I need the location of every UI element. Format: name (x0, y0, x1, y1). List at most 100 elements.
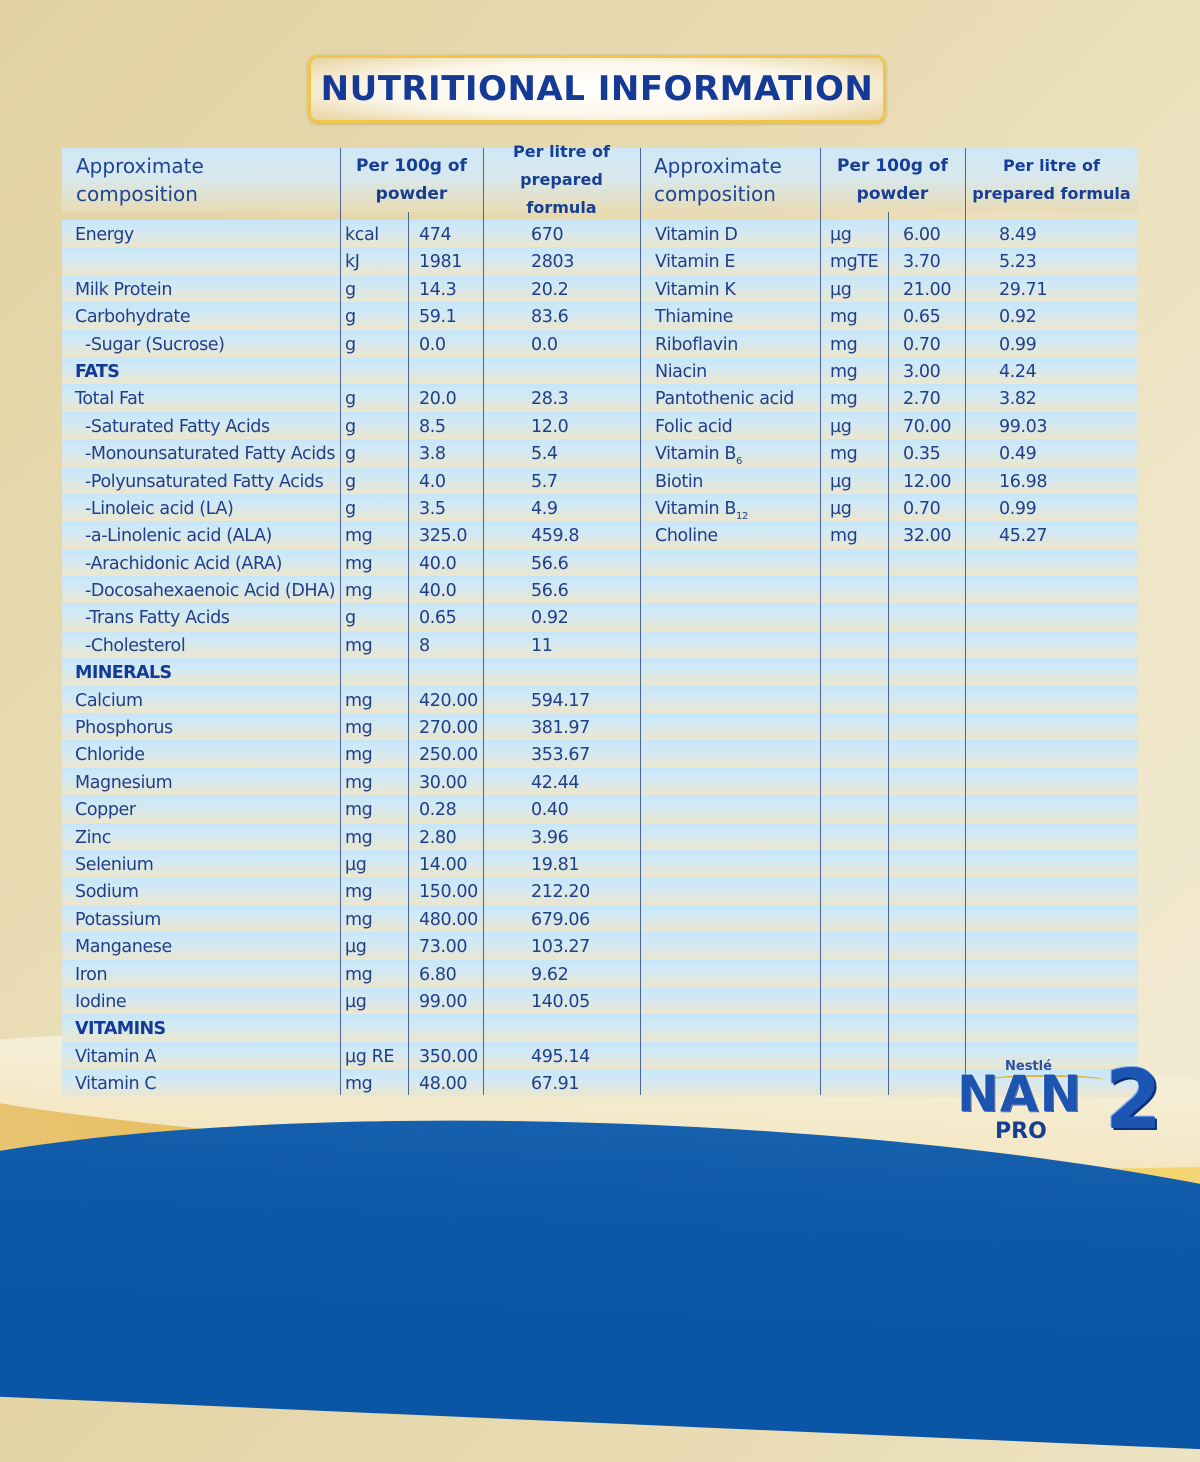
left-unit: mg (345, 772, 373, 793)
left-per-100g-value: 480.00 (419, 909, 478, 930)
right-per-100g-value: 21.00 (903, 279, 952, 300)
left-unit: g (345, 471, 356, 492)
left-per-litre-value: 212.20 (531, 882, 590, 903)
left-unit: kcal (345, 225, 379, 245)
right-per-litre-value: 3.82 (999, 389, 1037, 410)
right-unit: µg (830, 279, 852, 300)
left-nutrient-name: Energy (75, 225, 134, 245)
left-unit: mg (345, 635, 373, 656)
right-per-litre-value: 0.92 (999, 307, 1037, 328)
right-nutrient-name: Niacin (655, 361, 707, 382)
right-per-litre-value: 99.03 (999, 416, 1048, 437)
header-text: Approximate (654, 154, 782, 178)
table-row: -Polyunsaturated Fatty Acids g 4.0 5.7 Bioti… (62, 466, 1138, 494)
header-text: Approximate (76, 154, 204, 178)
right-unit: µg (830, 416, 852, 437)
left-per-100g-value: 8.5 (419, 416, 446, 437)
left-nutrient-name: Vitamin C (75, 1074, 157, 1095)
right-per-litre-value: 8.49 (999, 225, 1037, 245)
product-line: PRO (995, 1119, 1047, 1144)
left-per-litre-value: 4.9 (531, 498, 558, 519)
header-text: Per litre of (513, 142, 610, 161)
right-nutrient-name: Choline (655, 526, 718, 547)
left-nutrient-name: Vitamin A (75, 1046, 156, 1067)
table-row: Sodium mg 150.00 212.20 (62, 877, 1138, 905)
right-per-100g-value: 0.70 (903, 498, 941, 519)
left-unit: µg (345, 854, 367, 875)
left-per-litre-value: 67.91 (531, 1074, 580, 1095)
table-row: Iron mg 6.80 9.62 (62, 959, 1138, 987)
table-row: Vitamin C mg 48.00 67.91 (62, 1069, 1138, 1097)
left-per-100g-value: 14.3 (419, 279, 457, 300)
table-row: Zinc mg 2.80 3.96 (62, 822, 1138, 850)
left-per-100g-value: 0.65 (419, 608, 457, 629)
left-per-litre-value: 42.44 (531, 772, 580, 793)
left-per-litre-value: 11 (531, 635, 553, 656)
left-per-100g-value: 3.5 (419, 498, 446, 519)
left-unit: mg (345, 553, 373, 574)
left-per-100g-value: 3.8 (419, 444, 446, 465)
left-per-100g-value: 40.0 (419, 553, 457, 574)
left-per-100g-value: 4.0 (419, 471, 446, 492)
left-nutrient-name: VITAMINS (75, 1019, 166, 1040)
left-unit: g (345, 307, 356, 328)
left-per-litre-value: 0.0 (531, 334, 558, 355)
left-per-100g-value: 420.00 (419, 690, 478, 711)
left-unit: g (345, 498, 356, 519)
left-per-100g-value: 150.00 (419, 882, 478, 903)
left-per-100g-value: 8 (419, 635, 430, 656)
table-row: Iodine µg 99.00 140.05 (62, 986, 1138, 1015)
left-per-100g-value: 73.00 (419, 937, 468, 958)
left-nutrient-name: -Polyunsaturated Fatty Acids (85, 471, 324, 492)
left-nutrient-name: Potassium (75, 909, 161, 930)
table-row: Total Fat g 20.0 28.3 Pantothenic acid mg 2.70… (62, 384, 1138, 412)
left-per-100g-value: 30.00 (419, 772, 468, 793)
product-name: NAN (957, 1065, 1083, 1123)
left-unit: g (345, 334, 356, 355)
right-nutrient-name: Vitamin E (655, 252, 736, 273)
right-unit: mg (830, 307, 858, 328)
left-per-litre-value: 0.92 (531, 608, 569, 629)
left-unit: mg (345, 827, 373, 848)
left-per-litre-value: 12.0 (531, 416, 569, 437)
left-per-100g-value: 0.28 (419, 800, 457, 821)
right-per-100g-value: 12.00 (903, 471, 952, 492)
header-text: prepared formula (972, 184, 1131, 203)
left-per-litre-value: 56.6 (531, 581, 569, 602)
header-perlitre-left: Per litre of prepared formula (483, 142, 640, 217)
right-nutrient-name: Folic acid (655, 416, 733, 437)
right-per-litre-value: 45.27 (999, 526, 1048, 547)
nutrient-name-text: Vitamin B (655, 498, 737, 519)
left-unit: mg (345, 581, 373, 602)
left-per-litre-value: 19.81 (531, 854, 580, 875)
nutrition-table: Approximate composition Per 100g of powd… (62, 142, 1138, 1097)
left-nutrient-name: Sodium (75, 882, 139, 903)
left-per-100g-value: 40.0 (419, 581, 457, 602)
right-unit: µg (830, 498, 852, 519)
left-per-litre-value: 679.06 (531, 909, 590, 930)
subscript: 12 (736, 510, 748, 522)
right-unit: mg (830, 444, 858, 465)
header-text: composition (76, 182, 198, 206)
left-nutrient-name: Iodine (75, 991, 127, 1012)
left-unit: g (345, 279, 356, 300)
left-per-litre-value: 5.4 (531, 444, 558, 465)
right-nutrient-name: Vitamin B6 (655, 439, 742, 467)
table-row: Selenium µg 14.00 19.81 (62, 849, 1138, 878)
left-unit: kJ (345, 252, 360, 273)
right-unit: mg (830, 361, 858, 382)
left-unit: mg (345, 800, 373, 821)
right-nutrient-name: Vitamin B12 (655, 494, 748, 522)
left-unit: g (345, 444, 356, 465)
table-row: -a-Linolenic acid (ALA) mg 325.0 459.8 Choli… (62, 521, 1138, 549)
left-nutrient-name: -Sugar (Sucrose) (85, 334, 225, 355)
header-text: composition (654, 182, 776, 206)
left-nutrient-name: Chloride (75, 745, 145, 766)
page-title: NUTRITIONAL INFORMATION (320, 69, 874, 109)
right-per-litre-value: 5.23 (999, 252, 1037, 273)
header-text: powder (375, 184, 448, 204)
right-unit: mg (830, 334, 858, 355)
left-per-100g-value: 0.0 (419, 334, 446, 355)
right-per-100g-value: 32.00 (903, 526, 952, 547)
left-nutrient-name: -Docosahexaenoic Acid (DHA) (85, 581, 336, 602)
